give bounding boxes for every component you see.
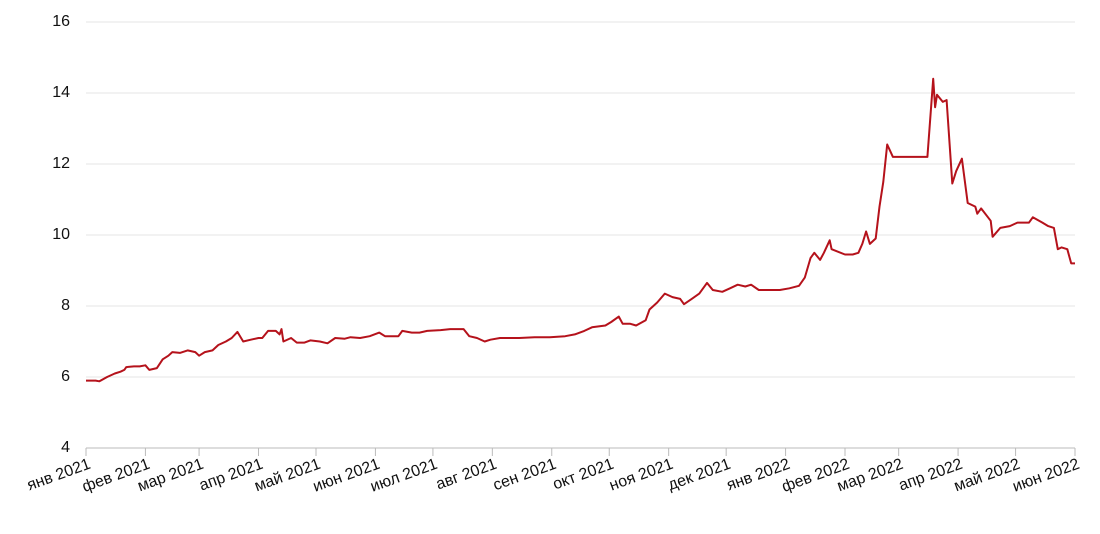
y-tick-label: 12 — [52, 155, 70, 172]
x-tick-label: авг 2021 — [434, 456, 499, 494]
x-tick-label: окт 2021 — [551, 456, 617, 494]
y-tick-label: 8 — [61, 297, 70, 314]
y-tick-label: 10 — [52, 226, 70, 243]
line — [86, 77, 1075, 383]
y-tick-label: 14 — [52, 84, 70, 101]
x-tick-label: май 2022 — [952, 456, 1023, 496]
x-tick-label: сен 2021 — [491, 456, 559, 495]
x-tick-label: дек 2021 — [666, 456, 733, 494]
x-tick-label: май 2021 — [252, 456, 323, 496]
x-tick-label: июн 2022 — [1010, 456, 1082, 496]
y-tick-label: 4 — [61, 439, 70, 456]
y-tick-label: 6 — [61, 368, 70, 385]
y-tick-label: 16 — [52, 13, 70, 30]
x-tick-label: июл 2021 — [368, 456, 440, 496]
x-tick-label: ноя 2021 — [607, 456, 675, 495]
